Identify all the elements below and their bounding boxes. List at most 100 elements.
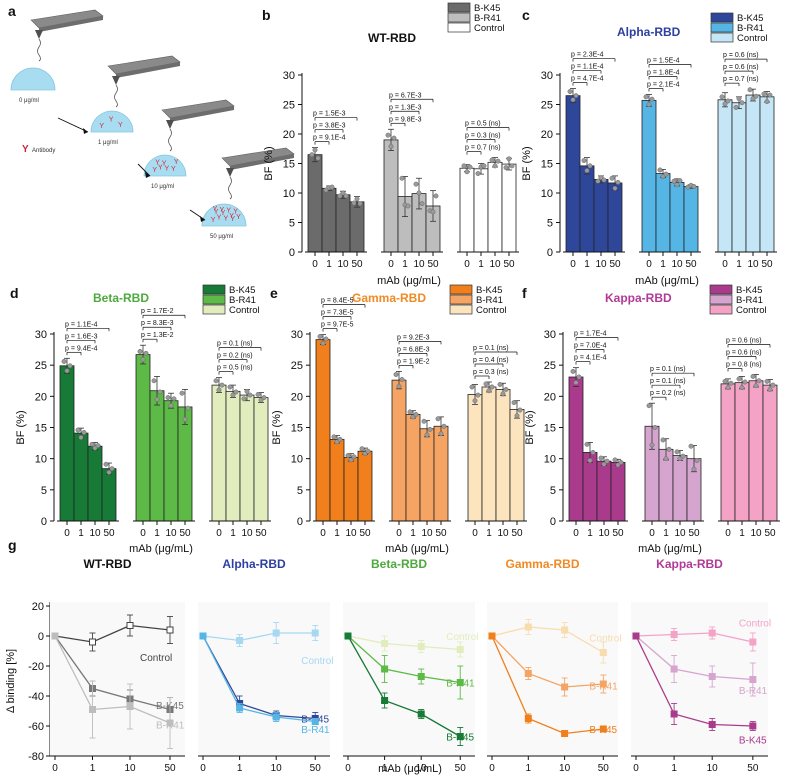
subpanel-title: Kappa-RBD bbox=[656, 557, 723, 571]
line-subpanel-beta-rbd: Beta-RBD 0 1 10 50 Control B-R41 B-K45 bbox=[343, 557, 478, 774]
series-line bbox=[202, 635, 316, 723]
data-point bbox=[570, 97, 576, 103]
bar bbox=[419, 428, 435, 522]
data-point bbox=[646, 102, 652, 107]
data-marker bbox=[599, 680, 607, 688]
p-value-label: p = 1.6E-3 bbox=[65, 333, 98, 340]
line-subpanel-gamma-rbd: Gamma-RBD 0 1 10 50 Control B-R41 B-K45 bbox=[487, 557, 622, 774]
legend-swatch bbox=[202, 294, 226, 305]
y-tick-label: 0 bbox=[547, 247, 553, 259]
concentration-label: 10 μg/ml bbox=[151, 184, 174, 190]
data-point bbox=[722, 378, 728, 384]
subpanel-title: Gamma-RBD bbox=[505, 557, 579, 571]
antibody-icon: Y bbox=[211, 217, 216, 224]
x-tick-label: 10 bbox=[747, 259, 759, 270]
data-point bbox=[475, 171, 481, 176]
bar bbox=[720, 383, 736, 522]
p-value-label: p = 1.5E-4 bbox=[647, 57, 680, 64]
x-tick-label: 50 bbox=[179, 528, 191, 539]
x-tick-label: 1 bbox=[78, 528, 84, 539]
data-marker bbox=[524, 623, 532, 631]
data-marker bbox=[708, 673, 716, 680]
chart-title: Beta-RBD bbox=[93, 291, 149, 305]
data-point bbox=[165, 395, 171, 401]
legend-label: B-R41 bbox=[229, 295, 256, 306]
bar bbox=[568, 376, 584, 522]
series-line bbox=[635, 632, 753, 643]
y-tick-label: 30 bbox=[291, 329, 303, 341]
data-point bbox=[179, 390, 185, 396]
legend-label: Control bbox=[229, 305, 260, 316]
data-point bbox=[489, 157, 495, 163]
bar bbox=[669, 181, 685, 253]
data-point bbox=[736, 96, 742, 102]
p-value-label: p = 0.7 (ns) bbox=[465, 145, 501, 152]
bar bbox=[501, 163, 517, 253]
data-point bbox=[742, 379, 748, 385]
antibody-legend-icon: Y bbox=[22, 144, 29, 155]
data-marker bbox=[311, 718, 319, 725]
legend-label: Control bbox=[474, 23, 505, 34]
bar bbox=[101, 468, 117, 522]
x-tick-label: 0 bbox=[464, 259, 470, 270]
afm-step: 0 μg/ml bbox=[10, 9, 104, 104]
x-tick-label: 10 bbox=[413, 259, 425, 270]
bar bbox=[610, 462, 626, 522]
data-point bbox=[500, 391, 506, 397]
p-value-label: p = 0.8 (ns) bbox=[726, 362, 762, 369]
data-point bbox=[576, 374, 582, 380]
x-tick-label: 1 bbox=[90, 763, 96, 774]
x-tick-label: 0 bbox=[320, 528, 326, 539]
p-value-label: p = 0.1 (ns) bbox=[650, 378, 686, 385]
bar bbox=[405, 414, 421, 522]
series-label: B-K45 bbox=[589, 725, 617, 736]
panel-letter-d: d bbox=[10, 285, 19, 301]
bar bbox=[315, 339, 331, 522]
bar-group-b-r41: 0 1 10 50 p = 0.2 (ns) p = 0.1 (ns) p = 0.1 (n… bbox=[642, 366, 704, 539]
data-point bbox=[609, 175, 615, 181]
data-marker bbox=[670, 665, 678, 673]
legend-swatch bbox=[447, 12, 471, 23]
x-tick-label: 50 bbox=[455, 763, 467, 774]
x-tick-label: 50 bbox=[764, 528, 776, 539]
y-tick-label: 30 bbox=[541, 70, 553, 82]
afm-tip bbox=[35, 30, 43, 39]
data-marker bbox=[381, 640, 389, 647]
data-point bbox=[601, 177, 607, 183]
data-point bbox=[405, 203, 411, 209]
y-tick-label: 20 bbox=[291, 391, 303, 403]
data-marker bbox=[599, 649, 607, 656]
data-point bbox=[61, 358, 67, 364]
data-marker bbox=[381, 697, 389, 704]
x-tick-label: 10 bbox=[707, 763, 719, 774]
x-axis-label: mAb (μg/mL) bbox=[385, 543, 449, 555]
data-marker bbox=[311, 629, 319, 637]
data-marker bbox=[166, 719, 174, 727]
p-value-label: p = 8.3E-3 bbox=[141, 320, 174, 327]
x-tick-label: 50 bbox=[103, 528, 115, 539]
x-tick-label: 10 bbox=[124, 763, 136, 774]
data-marker bbox=[166, 626, 174, 634]
x-axis-label: mAb (μg/mL) bbox=[129, 543, 193, 555]
data-point bbox=[351, 200, 357, 206]
x-tick-label: 50 bbox=[255, 528, 267, 539]
bar-group-control: 0 1 10 50 p = 0.8 (ns) p = 0.6 (ns) p = 0.6 (n… bbox=[718, 338, 780, 539]
data-point bbox=[584, 168, 590, 174]
data-marker bbox=[524, 715, 532, 722]
x-tick-label: 50 bbox=[761, 259, 773, 270]
data-point bbox=[573, 93, 579, 99]
bar bbox=[335, 194, 351, 253]
x-tick-label: 1 bbox=[326, 259, 332, 270]
y-tick-label: -20 bbox=[28, 661, 44, 673]
y-axis-label: BF (%) bbox=[263, 146, 275, 180]
data-point bbox=[570, 368, 576, 374]
bar bbox=[459, 167, 475, 253]
sample-drop bbox=[90, 110, 134, 133]
data-point bbox=[216, 387, 222, 393]
x-tick-label: 0 bbox=[570, 259, 576, 270]
y-tick-label: 20 bbox=[283, 129, 295, 141]
data-point bbox=[506, 156, 512, 162]
data-point bbox=[761, 91, 767, 97]
